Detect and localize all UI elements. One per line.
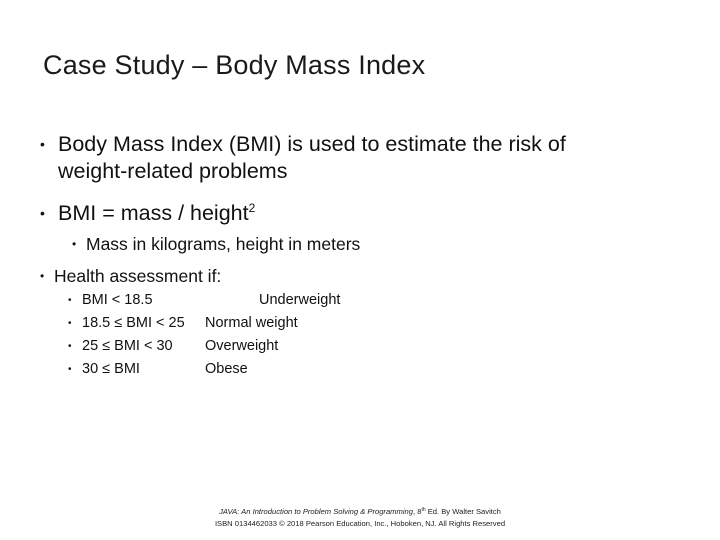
bullet-bmi-formula: • BMI = mass / height2	[40, 200, 255, 227]
bullet-glyph: •	[68, 364, 72, 375]
range-condition: 30 ≤ BMI	[82, 361, 140, 377]
bullet-glyph: •	[68, 341, 72, 352]
range-item: • 30 ≤ BMI	[68, 360, 140, 379]
bullet-bmi-definition-text: Body Mass Index (BMI) is used to estimat…	[58, 132, 566, 183]
footer-book-line: JAVA: An Introduction to Problem Solving…	[0, 506, 720, 518]
bullet-health-assessment: • Health assessment if:	[40, 265, 221, 287]
bullet-glyph: •	[40, 269, 45, 283]
bullet-bmi-definition: • Body Mass Index (BMI) is used to estim…	[40, 131, 566, 185]
range-condition: BMI < 18.5	[82, 292, 153, 308]
slide-title: Case Study – Body Mass Index	[43, 50, 426, 80]
range-item: • BMI < 18.5	[68, 291, 153, 310]
bullet-units: • Mass in kilograms, height in meters	[72, 233, 360, 255]
footer-punct: ,	[412, 507, 418, 516]
footer-edition-sup: th	[421, 507, 426, 513]
bullet-glyph: •	[72, 237, 77, 251]
footer-edition-rest: Ed. By Walter Savitch	[425, 507, 501, 516]
footer-book-title: JAVA: An Introduction to Problem Solving…	[219, 507, 413, 516]
range-condition: 25 ≤ BMI < 30	[82, 338, 173, 354]
bullet-bmi-formula-text: BMI = mass / height2	[58, 201, 256, 225]
range-category: Normal weight	[205, 315, 298, 331]
footer-isbn-line: ISBN 0134462033 © 2018 Pearson Education…	[214, 519, 506, 528]
range-item: • 18.5 ≤ BMI < 25	[68, 314, 185, 333]
range-category: Underweight	[259, 292, 341, 308]
bullet-units-text: Mass in kilograms, height in meters	[86, 234, 361, 254]
bullet-glyph: •	[68, 318, 72, 329]
bullet-glyph: •	[68, 295, 72, 306]
range-condition: 18.5 ≤ BMI < 25	[82, 315, 185, 331]
range-item: • 25 ≤ BMI < 30	[68, 337, 173, 356]
bullet-glyph: •	[40, 136, 45, 152]
range-category: Obese	[205, 361, 248, 377]
formula-exponent: 2	[248, 201, 256, 215]
bullet-health-assessment-text: Health assessment if:	[54, 266, 222, 286]
bullet-glyph: •	[40, 205, 45, 221]
range-category: Overweight	[205, 338, 279, 354]
footer-edition-num: 8	[417, 507, 422, 516]
